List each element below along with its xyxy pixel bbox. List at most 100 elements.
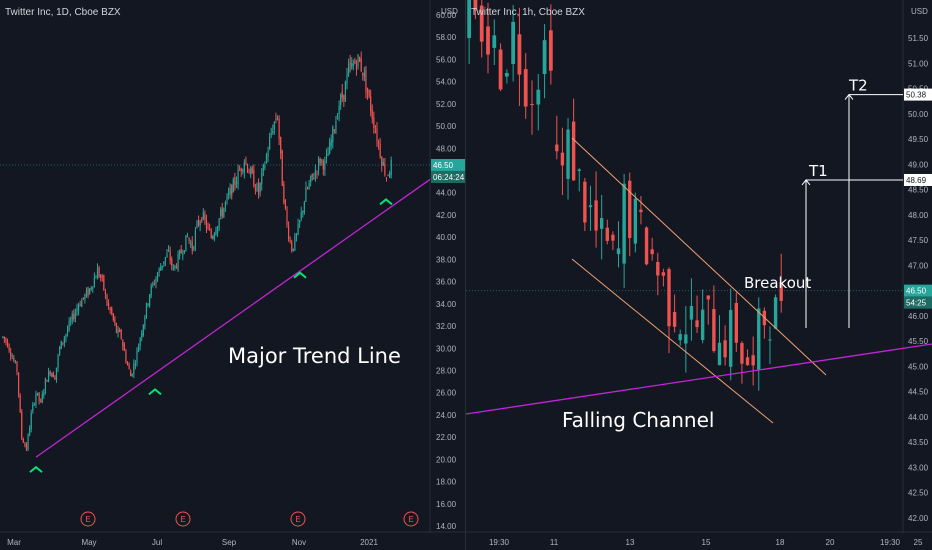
daily-candle — [62, 342, 64, 346]
daily-y-tick: 44.00 — [436, 189, 457, 198]
hourly-x-tick: 11 — [550, 538, 559, 547]
daily-candle-body — [261, 172, 263, 185]
daily-candle — [340, 93, 342, 111]
daily-y-tick: 56.00 — [436, 55, 457, 64]
daily-candle-body — [6, 340, 9, 347]
daily-candle-body — [161, 265, 163, 268]
daily-candle — [33, 402, 35, 406]
daily-candle — [84, 293, 86, 304]
daily-y-tick: 36.00 — [436, 278, 457, 287]
daily-candle-body — [352, 63, 354, 66]
daily-candle-body — [253, 169, 255, 188]
daily-candle — [51, 372, 53, 378]
daily-candle-body — [341, 91, 343, 98]
daily-candle — [55, 367, 58, 383]
daily-candle-body — [363, 73, 365, 77]
target1-price-label: 48.69 — [906, 176, 927, 185]
daily-candle-body — [311, 173, 313, 177]
hourly-chart-panel[interactable]: USD51.5051.0050.5050.0049.5049.0048.5048… — [466, 0, 932, 550]
daily-candle — [68, 317, 70, 332]
daily-candle-body — [275, 118, 277, 121]
daily-candle-body — [306, 188, 309, 190]
daily-candle-body — [87, 288, 89, 297]
hourly-x-tick: 25 — [914, 538, 923, 547]
hourly-candle-body — [745, 357, 750, 366]
daily-candle-body — [38, 392, 40, 401]
daily-candle — [46, 379, 48, 382]
daily-candle-body — [291, 241, 293, 252]
daily-candle — [355, 59, 358, 76]
daily-candle-body — [284, 199, 287, 209]
daily-candle — [205, 214, 208, 234]
daily-candle-body — [283, 183, 285, 203]
daily-candle-body — [82, 297, 84, 299]
daily-countdown-label-box — [431, 170, 465, 183]
daily-y-tick: 42.00 — [436, 211, 457, 220]
daily-candle-body — [250, 168, 252, 176]
daily-candle-body — [303, 202, 305, 213]
daily-candle — [52, 371, 54, 378]
daily-candle — [194, 226, 197, 252]
daily-candle-body — [52, 372, 54, 378]
daily-candle-body — [106, 295, 108, 306]
daily-candle-body — [147, 303, 149, 306]
daily-candle — [351, 57, 353, 70]
daily-candle-body — [269, 137, 271, 150]
daily-candle — [243, 159, 245, 179]
daily-candle — [387, 174, 389, 177]
daily-candle-body — [191, 241, 193, 251]
hourly-candle — [560, 127, 565, 195]
hourly-candle-body — [639, 209, 643, 213]
daily-candle-body — [267, 151, 269, 158]
daily-candle — [376, 121, 378, 147]
daily-candle-body — [101, 275, 103, 277]
hourly-countdown-label: 54:25 — [906, 299, 927, 308]
daily-candle-body — [373, 117, 375, 129]
daily-candle — [160, 263, 162, 271]
hourly-candle — [555, 115, 559, 160]
daily-candle-body — [62, 342, 64, 344]
hourly-candle-body — [611, 234, 615, 241]
panel-divider[interactable] — [465, 0, 466, 550]
daily-candle — [41, 390, 43, 404]
daily-candle-body — [384, 163, 386, 175]
daily-candle-body — [205, 219, 208, 229]
daily-candle — [377, 139, 380, 150]
daily-candle — [106, 293, 108, 307]
hourly-candle-body — [555, 144, 559, 152]
t2-arrow-icon — [844, 93, 854, 100]
hourly-y-tick: 46.00 — [908, 312, 929, 321]
hourly-x-tick: 18 — [776, 538, 785, 547]
hourly-candle — [717, 315, 722, 366]
hourly-candle — [723, 325, 727, 366]
daily-candle-body — [329, 142, 331, 155]
daily-candle-body — [374, 130, 377, 132]
daily-candle-body — [338, 105, 340, 115]
hourly-candle-body — [667, 269, 671, 327]
hourly-candle-body — [729, 309, 733, 367]
daily-candle-body — [379, 144, 381, 158]
daily-candle-body — [49, 371, 51, 375]
daily-y-tick: 34.00 — [436, 300, 457, 309]
daily-candle — [29, 425, 31, 437]
daily-candle — [87, 286, 89, 299]
daily-candle-body — [44, 378, 47, 392]
daily-candle — [357, 54, 359, 70]
daily-candle-body — [11, 357, 13, 359]
daily-candle — [199, 219, 201, 232]
daily-candle — [60, 340, 62, 350]
daily-candle — [202, 208, 204, 221]
daily-candle — [179, 249, 181, 260]
daily-candle-body — [325, 154, 328, 159]
hourly-chart-canvas[interactable]: USD51.5051.0050.5050.0049.5049.0048.5048… — [466, 0, 932, 550]
daily-candle-body — [355, 64, 358, 70]
hourly-x-tick: 19:30 — [880, 538, 901, 547]
hourly-candle-body — [656, 262, 660, 276]
daily-candle-body — [344, 81, 347, 102]
hourly-y-tick: 47.00 — [908, 261, 929, 270]
daily-candle-body — [8, 345, 10, 351]
daily-candle-body — [310, 175, 312, 183]
daily-candle-body — [294, 235, 296, 251]
